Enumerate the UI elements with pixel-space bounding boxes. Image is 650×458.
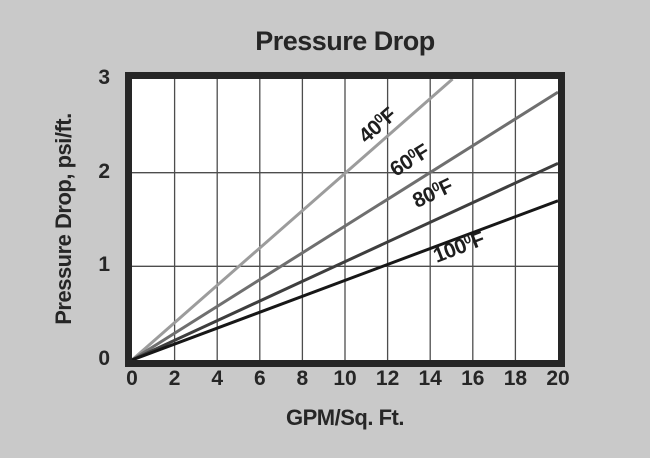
plot-canvas (132, 79, 558, 360)
x-tick-label: 14 (418, 367, 442, 390)
plot-area: 400F 600F 800F 1000F (125, 72, 565, 367)
chart-title: Pressure Drop (255, 26, 435, 56)
y-tick-label: 0 (98, 347, 110, 370)
series-line-40f (132, 79, 454, 360)
series-line-80f (132, 161, 558, 360)
x-tick-label: 8 (296, 367, 309, 390)
x-tick-label: 10 (333, 367, 357, 390)
y-tick-label: 3 (98, 66, 110, 89)
x-tick-label: 16 (461, 367, 485, 390)
y-tick-label: 1 (98, 253, 110, 277)
x-tick-label: 2 (168, 367, 181, 390)
x-tick-label: 18 (503, 367, 528, 390)
x-axis-title: GPM/Sq. Ft. (286, 405, 404, 430)
x-tick-label: 4 (211, 367, 224, 390)
x-tick-label: 0 (126, 367, 138, 390)
y-tick-label: 2 (98, 159, 110, 183)
x-tick-label: 20 (546, 367, 570, 390)
y-axis-title: Pressure Drop, psi/ft. (51, 113, 76, 325)
series-line-100f (132, 199, 558, 360)
x-tick-label: 12 (375, 367, 400, 390)
x-tick-label: 6 (253, 367, 266, 390)
series-line-60f (132, 90, 558, 360)
